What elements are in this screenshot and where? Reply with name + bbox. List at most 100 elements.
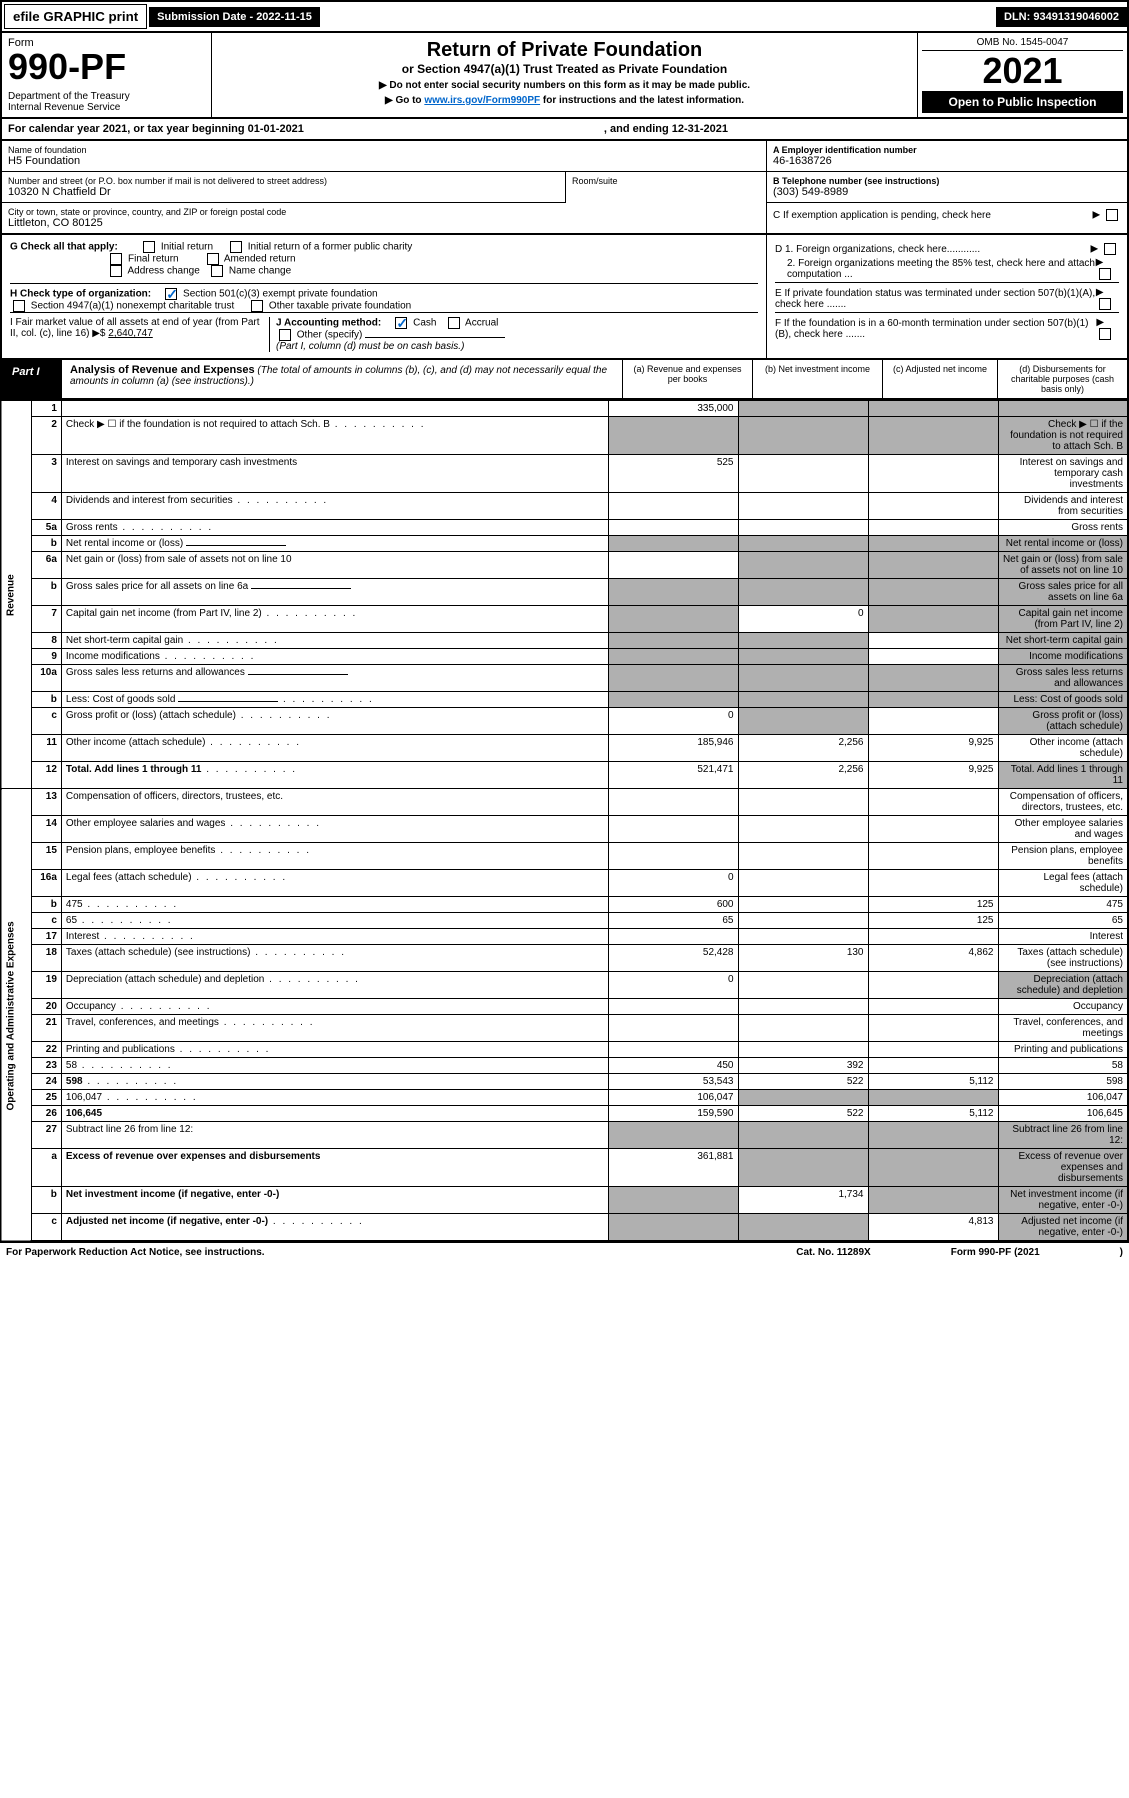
line-number: 21: [31, 1015, 61, 1042]
j-accrual-checkbox[interactable]: [448, 317, 460, 329]
line-description: Net rental income or (loss): [61, 536, 608, 552]
ij-row: I Fair market value of all assets at end…: [10, 312, 758, 352]
name-value: H5 Foundation: [8, 155, 760, 167]
col-c-value: [868, 493, 998, 520]
c-checkbox[interactable]: [1106, 209, 1118, 221]
j-other-checkbox[interactable]: [279, 329, 291, 341]
col-a-value: 52,428: [608, 945, 738, 972]
table-row: bGross sales price for all assets on lin…: [1, 579, 1128, 606]
col-a-value: 450: [608, 1058, 738, 1074]
room-label: Room/suite: [572, 176, 760, 186]
ein-value: 46-1638726: [773, 155, 1121, 167]
part1-title: Analysis of Revenue and Expenses: [70, 364, 255, 376]
g-final-checkbox[interactable]: [110, 253, 122, 265]
line-description: Interest: [61, 929, 608, 945]
col-d-value: Depreciation (attach schedule) and deple…: [998, 972, 1128, 999]
efile-print-button[interactable]: efile GRAPHIC print: [4, 4, 147, 29]
instr2-prefix: ▶ Go to: [385, 95, 424, 106]
g-opt-5: Name change: [229, 266, 291, 277]
col-c-value: 4,862: [868, 945, 998, 972]
col-c-value: [868, 870, 998, 897]
col-a-value: [608, 1187, 738, 1214]
h-other-checkbox[interactable]: [251, 300, 263, 312]
line-number: b: [31, 579, 61, 606]
line-description: Legal fees (attach schedule): [61, 870, 608, 897]
g-amended-checkbox[interactable]: [207, 253, 219, 265]
dln-value: 93491319046002: [1033, 11, 1119, 23]
form-header: Form 990-PF Department of the Treasury I…: [0, 33, 1129, 119]
g-initial-former-checkbox[interactable]: [230, 241, 242, 253]
table-row: bNet investment income (if negative, ent…: [1, 1187, 1128, 1214]
line-description: Check ▶ ☐ if the foundation is not requi…: [61, 417, 608, 455]
dln: DLN: 93491319046002: [996, 7, 1127, 27]
table-row: bLess: Cost of goods sold Less: Cost of …: [1, 692, 1128, 708]
d1-checkbox[interactable]: [1104, 243, 1116, 255]
line-number: 14: [31, 816, 61, 843]
line-number: b: [31, 692, 61, 708]
col-b-header: (b) Net investment income: [752, 360, 882, 398]
line-description: Printing and publications: [61, 1042, 608, 1058]
g-name-checkbox[interactable]: [211, 265, 223, 277]
col-a-value: [608, 606, 738, 633]
col-c-value: [868, 649, 998, 665]
line-number: 19: [31, 972, 61, 999]
col-d-value: Net gain or (loss) from sale of assets n…: [998, 552, 1128, 579]
line-number: 7: [31, 606, 61, 633]
check-left: G Check all that apply: Initial return I…: [2, 235, 767, 358]
col-d-value: Subtract line 26 from line 12:: [998, 1122, 1128, 1149]
col-a-value: [608, 1042, 738, 1058]
e-checkbox[interactable]: [1099, 298, 1111, 310]
table-row: 9Income modificationsIncome modification…: [1, 649, 1128, 665]
d2-checkbox[interactable]: [1099, 268, 1111, 280]
col-a-value: 159,590: [608, 1106, 738, 1122]
footer-mid: Cat. No. 11289X: [796, 1247, 870, 1258]
line-number: b: [31, 1187, 61, 1214]
table-row: 7Capital gain net income (from Part IV, …: [1, 606, 1128, 633]
col-c-value: [868, 633, 998, 649]
footer-left: For Paperwork Reduction Act Notice, see …: [6, 1247, 265, 1258]
col-a-value: 361,881: [608, 1149, 738, 1187]
col-b-value: [738, 929, 868, 945]
footer-year: 2021: [1017, 1247, 1039, 1258]
ein-label: A Employer identification number: [773, 145, 1121, 155]
h2: Section 4947(a)(1) nonexempt charitable …: [31, 301, 234, 312]
h-501c3-checkbox[interactable]: [165, 288, 177, 300]
col-d-value: Legal fees (attach schedule): [998, 870, 1128, 897]
col-d-value: 106,047: [998, 1090, 1128, 1106]
line-description: Other income (attach schedule): [61, 735, 608, 762]
col-d-value: Occupancy: [998, 999, 1128, 1015]
instr2-suffix: for instructions and the latest informat…: [540, 95, 744, 106]
col-c-value: [868, 552, 998, 579]
table-row: 10aGross sales less returns and allowanc…: [1, 665, 1128, 692]
table-row: 20OccupancyOccupancy: [1, 999, 1128, 1015]
city-value: Littleton, CO 80125: [8, 217, 760, 229]
f-checkbox[interactable]: [1099, 328, 1111, 340]
h-4947-checkbox[interactable]: [13, 300, 25, 312]
d1-row: D 1. Foreign organizations, check here..…: [775, 243, 1119, 255]
f-row: F If the foundation is in a 60-month ter…: [775, 312, 1119, 340]
line-number: b: [31, 536, 61, 552]
col-c-value: [868, 401, 998, 417]
col-c-value: [868, 1042, 998, 1058]
line-number: 15: [31, 843, 61, 870]
line-description: Capital gain net income (from Part IV, l…: [61, 606, 608, 633]
c-cell: C If exemption application is pending, c…: [767, 203, 1127, 227]
part1-label: Part I: [2, 360, 62, 398]
col-a-value: 521,471: [608, 762, 738, 789]
g-initial-checkbox[interactable]: [143, 241, 155, 253]
col-d-value: Compensation of officers, directors, tru…: [998, 789, 1128, 816]
table-row: 22Printing and publicationsPrinting and …: [1, 1042, 1128, 1058]
j-note: (Part I, column (d) must be on cash basi…: [276, 341, 464, 352]
e-row: E If private foundation status was termi…: [775, 282, 1119, 310]
irs-link[interactable]: www.irs.gov/Form990PF: [424, 95, 540, 106]
col-a-value: [608, 789, 738, 816]
col-c-value: 125: [868, 897, 998, 913]
g-addr-checkbox[interactable]: [110, 265, 122, 277]
g-opt-3: Amended return: [224, 254, 296, 265]
col-a-value: [608, 649, 738, 665]
col-d-value: 106,645: [998, 1106, 1128, 1122]
col-c-value: [868, 1015, 998, 1042]
col-b-value: [738, 417, 868, 455]
j-cash-checkbox[interactable]: [395, 317, 407, 329]
col-b-value: [738, 843, 868, 870]
